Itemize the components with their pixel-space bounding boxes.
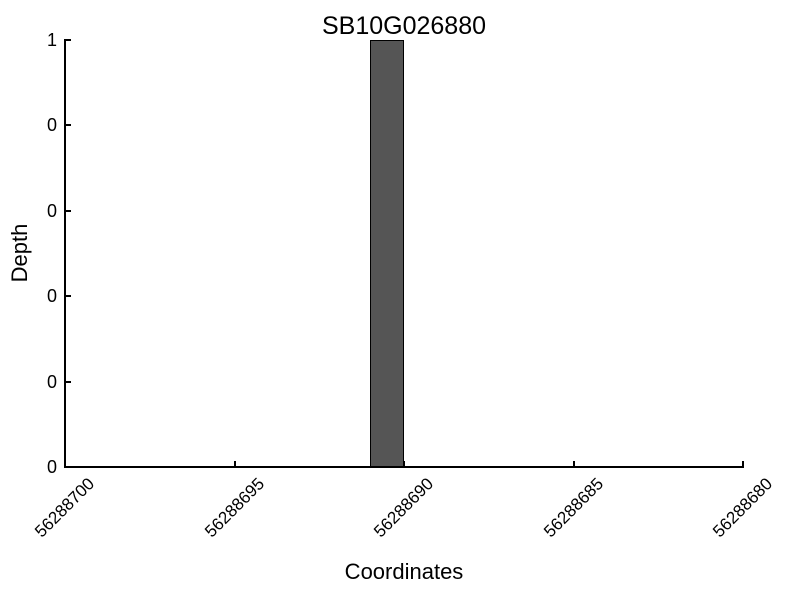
x-tick-label: 56288700 bbox=[31, 474, 99, 542]
y-tick-mark bbox=[66, 295, 71, 298]
y-tick-label: 0 bbox=[46, 115, 57, 136]
x-tick-mark bbox=[64, 461, 66, 466]
y-tick-label: 0 bbox=[46, 371, 57, 392]
x-tick-label: 56288680 bbox=[709, 474, 777, 542]
x-tick-mark bbox=[233, 461, 236, 466]
x-tick-label: 56288685 bbox=[539, 474, 607, 542]
x-axis-line bbox=[64, 466, 744, 468]
y-axis-label: Depth bbox=[7, 223, 32, 283]
depth-bar bbox=[370, 40, 404, 467]
chart-title: SB10G026880 bbox=[321, 12, 487, 40]
y-tick-mark bbox=[66, 380, 71, 383]
y-tick-label: 0 bbox=[46, 286, 57, 307]
x-tick-mark bbox=[742, 461, 744, 466]
y-tick-mark bbox=[66, 124, 71, 127]
y-axis-line bbox=[64, 39, 66, 468]
x-tick-label: 56288695 bbox=[200, 474, 268, 542]
x-tick-mark bbox=[572, 461, 575, 466]
y-tick-mark bbox=[66, 209, 71, 212]
y-tick-mark bbox=[66, 39, 71, 41]
x-tick-mark bbox=[403, 461, 405, 466]
y-tick-label: 1 bbox=[46, 30, 57, 50]
x-axis-label: Coordinates bbox=[344, 559, 464, 584]
y-tick-mark bbox=[66, 466, 71, 468]
y-tick-label: 0 bbox=[46, 200, 57, 221]
y-tick-label: 0 bbox=[46, 457, 57, 477]
x-tick-label: 56288690 bbox=[370, 474, 438, 542]
